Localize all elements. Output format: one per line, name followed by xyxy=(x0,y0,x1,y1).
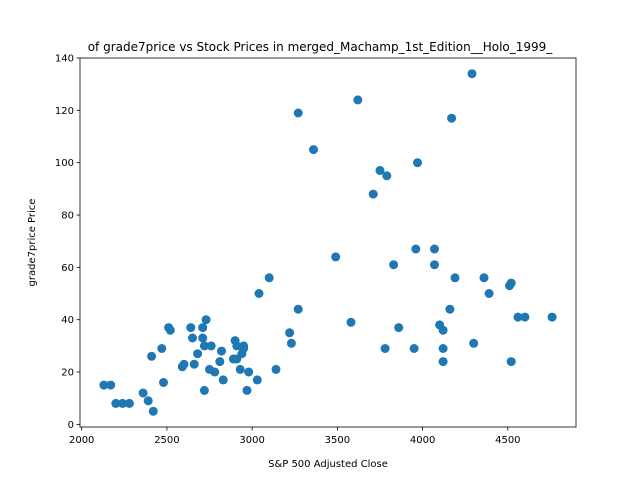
data-point xyxy=(198,323,208,333)
x-tick-label: 3500 xyxy=(325,435,350,446)
data-point xyxy=(409,344,419,353)
data-point xyxy=(375,166,385,175)
data-point xyxy=(138,388,148,398)
y-axis-label: grade7price Price xyxy=(27,199,38,287)
axes-frame xyxy=(79,57,577,428)
data-point xyxy=(244,367,254,377)
axes-layer xyxy=(79,57,577,428)
data-point xyxy=(353,95,363,105)
data-point xyxy=(450,273,460,283)
data-point xyxy=(394,323,404,333)
data-point xyxy=(218,375,228,385)
data-point xyxy=(430,244,439,254)
data-point xyxy=(380,344,390,353)
data-point xyxy=(286,338,296,348)
x-tick-label: 4000 xyxy=(410,435,435,446)
data-point xyxy=(148,406,158,416)
chart-title: of grade7price vs Stock Prices in merged… xyxy=(88,40,554,54)
y-tick-label: 100 xyxy=(55,158,74,169)
data-point xyxy=(368,189,378,199)
data-point xyxy=(293,108,303,118)
x-tick-label: 3000 xyxy=(239,435,264,446)
data-point xyxy=(232,341,242,351)
data-point xyxy=(199,341,209,351)
data-point xyxy=(201,315,211,325)
data-point xyxy=(186,323,196,333)
y-tick-label: 20 xyxy=(61,368,74,379)
data-point xyxy=(547,312,557,322)
data-point xyxy=(293,304,303,314)
data-point xyxy=(309,145,318,155)
data-point xyxy=(331,252,341,262)
data-point xyxy=(143,396,153,406)
data-point xyxy=(520,312,530,322)
data-point xyxy=(193,349,203,359)
y-axis-ticks: 0 20 40 60 80 100 120 140 xyxy=(55,54,80,431)
data-point xyxy=(506,357,516,367)
data-point xyxy=(189,359,199,369)
data-point xyxy=(199,385,209,395)
data-point xyxy=(215,357,225,367)
y-tick-label: 0 xyxy=(68,420,74,431)
data-point xyxy=(467,69,477,79)
y-tick-label: 60 xyxy=(61,263,74,274)
data-point xyxy=(206,341,216,351)
data-point xyxy=(147,351,157,361)
y-tick-label: 80 xyxy=(61,211,74,222)
x-tick-label: 2500 xyxy=(154,435,179,446)
data-point xyxy=(346,317,356,327)
data-point xyxy=(411,244,421,254)
data-point xyxy=(264,273,274,283)
data-point xyxy=(188,333,197,343)
data-point xyxy=(242,385,252,395)
data-point xyxy=(254,289,264,298)
data-point xyxy=(111,398,121,408)
data-point xyxy=(479,273,489,283)
data-point xyxy=(513,312,523,322)
x-tick-label: 2000 xyxy=(69,435,94,446)
data-point xyxy=(506,278,516,288)
data-point xyxy=(118,398,128,408)
data-point xyxy=(217,346,226,356)
data-point xyxy=(389,260,399,270)
y-tick-label: 40 xyxy=(61,315,74,326)
data-point xyxy=(469,338,479,348)
data-point xyxy=(235,364,245,374)
x-axis-label: S&P 500 Adjusted Close xyxy=(268,459,388,470)
data-point xyxy=(179,359,189,369)
x-axis-ticks: 2000 2500 3000 3500 4000 4500 xyxy=(69,427,521,446)
data-point xyxy=(159,378,168,387)
data-point xyxy=(445,304,455,314)
plot-area xyxy=(80,58,576,427)
data-point xyxy=(438,325,448,335)
data-point xyxy=(210,367,220,377)
y-tick-label: 140 xyxy=(55,54,74,65)
data-point xyxy=(285,328,295,338)
data-point xyxy=(106,380,116,390)
data-point xyxy=(198,333,208,343)
plot-background xyxy=(80,58,576,427)
data-point xyxy=(99,380,109,390)
data-point xyxy=(124,398,134,408)
x-tick-label: 4500 xyxy=(495,435,520,446)
y-tick-label: 120 xyxy=(55,106,74,117)
data-point xyxy=(484,289,494,298)
data-point xyxy=(413,158,422,168)
data-point xyxy=(239,344,249,353)
data-point xyxy=(165,325,175,335)
data-point xyxy=(438,357,448,367)
points-layer xyxy=(99,69,557,416)
data-point xyxy=(252,375,262,385)
data-point xyxy=(430,260,439,270)
data-point xyxy=(382,171,392,181)
data-point xyxy=(157,344,167,353)
data-point xyxy=(447,113,457,123)
data-point xyxy=(438,344,448,353)
data-point xyxy=(271,364,281,374)
